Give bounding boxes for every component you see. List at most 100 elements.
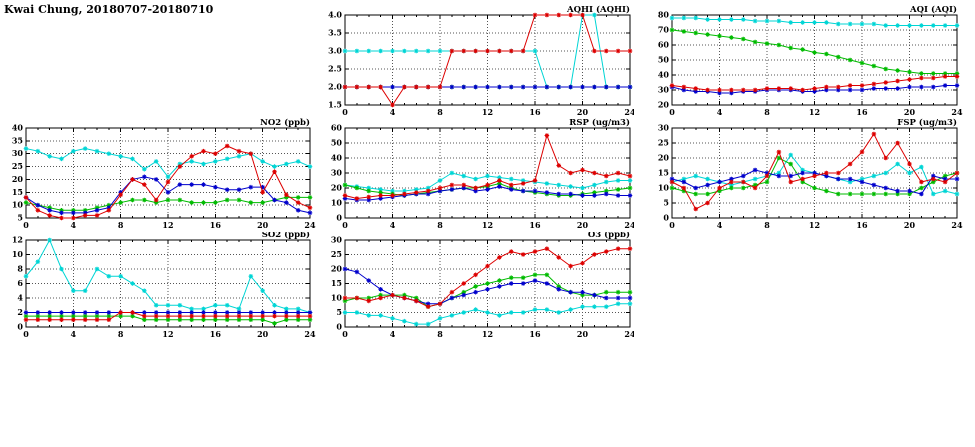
svg-text:2.5: 2.5	[328, 64, 342, 74]
svg-text:20: 20	[12, 174, 24, 184]
so2-series-green	[23, 313, 313, 326]
aqi-series-green	[669, 27, 960, 76]
o3-title: O3 (ppb)	[588, 232, 630, 240]
svg-text:80: 80	[658, 10, 670, 20]
svg-text:20: 20	[577, 329, 589, 339]
svg-text:8: 8	[118, 220, 124, 230]
svg-text:4: 4	[71, 220, 77, 230]
so2-series-cyan	[23, 237, 313, 315]
aqhi-plot: 0 4 8 12 16 20 24 1.5 2.0 2.5 3.0 3.5 4.0 AQHI (AQHI)	[328, 4, 634, 117]
svg-text:2.0: 2.0	[328, 82, 342, 92]
no2-title: NO2 (ppb)	[260, 117, 310, 128]
svg-text:20: 20	[331, 264, 343, 274]
so2-title: SO2 (ppb)	[262, 232, 310, 240]
svg-text:10: 10	[331, 293, 343, 303]
o3-series-red	[342, 246, 633, 309]
svg-text:5: 5	[336, 307, 342, 317]
svg-text:50: 50	[331, 138, 343, 148]
svg-text:8: 8	[437, 220, 443, 230]
svg-text:20: 20	[658, 153, 670, 163]
svg-text:20: 20	[257, 220, 269, 230]
svg-text:24: 24	[624, 107, 634, 117]
fsp-chart: 0 4 8 12 16 20 24 0 5 10 15 20 25 30 FSP (ug/m3)	[650, 116, 975, 232]
svg-text:3.5: 3.5	[328, 28, 342, 38]
svg-text:24: 24	[624, 220, 634, 230]
svg-text:20: 20	[904, 220, 916, 230]
svg-text:12: 12	[482, 107, 493, 117]
no2-series-green	[23, 195, 313, 213]
svg-text:8: 8	[118, 329, 124, 339]
so2-series-red	[23, 310, 313, 323]
svg-text:4.0: 4.0	[328, 10, 342, 20]
svg-text:60: 60	[658, 40, 670, 50]
no2-plot: 0 4 8 12 16 20 24 5 10 15 20 25 30 35 40 NO2 (ppb)	[12, 117, 316, 230]
aqi-chart: 0 4 8 12 16 20 24 20 30 40 50 60 70 80 AQI (AQI)	[650, 0, 975, 124]
fsp-series-green	[669, 155, 960, 197]
svg-text:50: 50	[658, 55, 670, 65]
svg-text:25: 25	[331, 249, 342, 259]
svg-text:10: 10	[658, 183, 670, 193]
svg-text:16: 16	[856, 220, 868, 230]
svg-text:15: 15	[331, 278, 342, 288]
svg-text:6: 6	[17, 278, 23, 288]
rsp-chart: 0 4 8 12 16 20 24 0 10 20 30 40 50 60 RSP (ug/m3)	[322, 116, 634, 232]
aqhi-title: AQHI (AQHI)	[566, 4, 630, 15]
svg-text:0: 0	[342, 220, 348, 230]
svg-text:3.0: 3.0	[328, 46, 342, 56]
svg-text:16: 16	[210, 329, 222, 339]
aqi-series-cyan	[669, 15, 960, 28]
svg-text:16: 16	[856, 107, 868, 117]
svg-text:30: 30	[331, 168, 343, 178]
aqi-series-red	[669, 74, 960, 93]
svg-text:4: 4	[390, 329, 396, 339]
svg-text:8: 8	[764, 220, 770, 230]
svg-text:0: 0	[23, 329, 29, 339]
svg-text:70: 70	[658, 25, 670, 35]
svg-text:40: 40	[331, 153, 343, 163]
svg-text:12: 12	[12, 235, 23, 245]
svg-text:0: 0	[669, 107, 675, 117]
no2-series-red	[23, 143, 313, 221]
svg-text:10: 10	[12, 200, 24, 210]
rsp-title: RSP (ug/m3)	[569, 117, 630, 128]
svg-text:24: 24	[951, 107, 963, 117]
svg-text:4: 4	[390, 107, 396, 117]
o3-chart: 0 4 8 12 16 20 24 0 5 10 15 20 25 30 O3 (ppb)	[322, 232, 634, 344]
rsp-plot: 0 4 8 12 16 20 24 0 10 20 30 40 50 60 RSP (ug/m3)	[331, 117, 634, 230]
svg-text:12: 12	[162, 329, 173, 339]
svg-text:25: 25	[658, 138, 669, 148]
svg-text:5: 5	[663, 198, 669, 208]
aqhi-chart: 0 4 8 12 16 20 24 1.5 2.0 2.5 3.0 3.5 4.0 AQHI (AQHI)	[322, 0, 634, 124]
o3-series-cyan	[342, 301, 633, 327]
svg-text:24: 24	[304, 329, 316, 339]
o3-plot: 0 4 8 12 16 20 24 0 5 10 15 20 25 30 O3 (ppb)	[331, 232, 634, 339]
svg-text:0: 0	[23, 220, 29, 230]
svg-text:30: 30	[331, 235, 343, 245]
rsp-series-red	[342, 133, 633, 201]
svg-text:20: 20	[658, 100, 670, 110]
fsp-series-blue	[669, 167, 960, 197]
svg-text:1.5: 1.5	[328, 100, 342, 110]
svg-text:4: 4	[17, 293, 23, 303]
svg-text:24: 24	[304, 220, 316, 230]
svg-text:10: 10	[331, 198, 343, 208]
svg-text:16: 16	[210, 220, 222, 230]
fsp-series-red	[669, 131, 960, 212]
svg-text:8: 8	[17, 264, 23, 274]
svg-text:8: 8	[437, 329, 443, 339]
svg-text:0: 0	[336, 322, 342, 332]
svg-text:8: 8	[764, 107, 770, 117]
svg-text:2: 2	[17, 307, 23, 317]
svg-text:0: 0	[669, 220, 675, 230]
svg-text:12: 12	[482, 329, 493, 339]
svg-text:20: 20	[331, 183, 343, 193]
aqi-title: AQI (AQI)	[909, 4, 957, 15]
svg-text:30: 30	[658, 85, 670, 95]
svg-text:10: 10	[12, 249, 24, 259]
svg-text:15: 15	[12, 187, 23, 197]
svg-text:4: 4	[717, 220, 723, 230]
svg-text:0: 0	[342, 107, 348, 117]
svg-text:0: 0	[342, 329, 348, 339]
svg-text:4: 4	[71, 329, 77, 339]
